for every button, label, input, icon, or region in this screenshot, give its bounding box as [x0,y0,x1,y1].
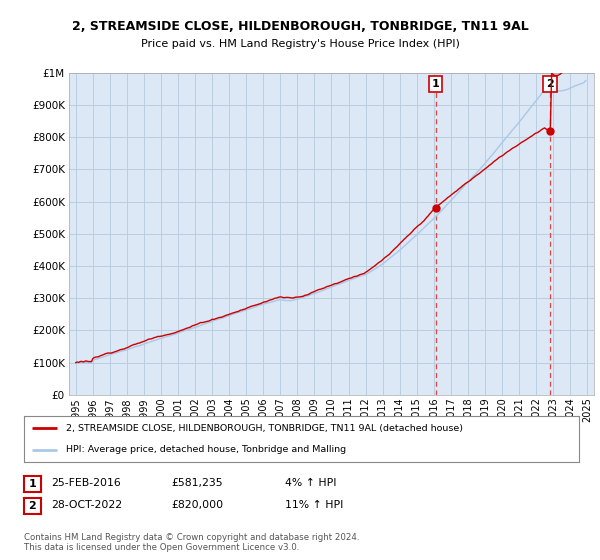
Text: 2, STREAMSIDE CLOSE, HILDENBOROUGH, TONBRIDGE, TN11 9AL (detached house): 2, STREAMSIDE CLOSE, HILDENBOROUGH, TONB… [65,424,463,433]
Text: 1: 1 [29,479,36,489]
Text: 25-FEB-2016: 25-FEB-2016 [51,478,121,488]
Text: 2: 2 [29,501,36,511]
Text: 1: 1 [432,80,440,89]
Text: £581,235: £581,235 [171,478,223,488]
Text: 2, STREAMSIDE CLOSE, HILDENBOROUGH, TONBRIDGE, TN11 9AL: 2, STREAMSIDE CLOSE, HILDENBOROUGH, TONB… [71,20,529,34]
Text: This data is licensed under the Open Government Licence v3.0.: This data is licensed under the Open Gov… [24,543,299,552]
Text: Price paid vs. HM Land Registry's House Price Index (HPI): Price paid vs. HM Land Registry's House … [140,39,460,49]
Text: £820,000: £820,000 [171,500,223,510]
Text: Contains HM Land Registry data © Crown copyright and database right 2024.: Contains HM Land Registry data © Crown c… [24,533,359,542]
Text: 11% ↑ HPI: 11% ↑ HPI [285,500,343,510]
Text: 2: 2 [546,80,554,89]
Text: 28-OCT-2022: 28-OCT-2022 [51,500,122,510]
Text: HPI: Average price, detached house, Tonbridge and Malling: HPI: Average price, detached house, Tonb… [65,445,346,454]
Text: 4% ↑ HPI: 4% ↑ HPI [285,478,337,488]
